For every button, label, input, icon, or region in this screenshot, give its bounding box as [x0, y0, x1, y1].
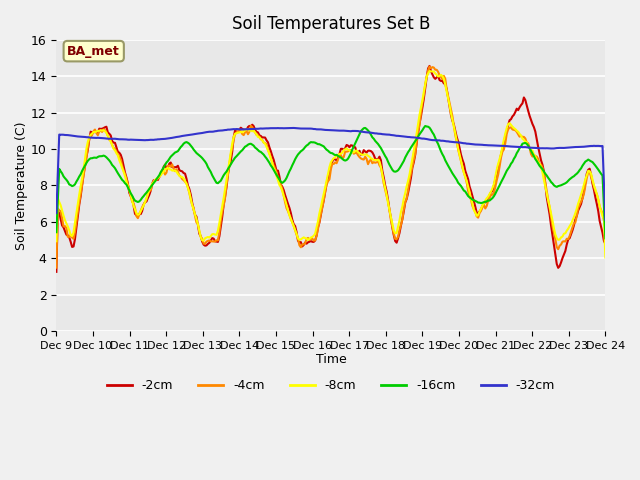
Title: Soil Temperatures Set B: Soil Temperatures Set B [232, 15, 430, 33]
X-axis label: Time: Time [316, 353, 346, 366]
Legend: -2cm, -4cm, -8cm, -16cm, -32cm: -2cm, -4cm, -8cm, -16cm, -32cm [102, 374, 560, 397]
Y-axis label: Soil Temperature (C): Soil Temperature (C) [15, 121, 28, 250]
Text: BA_met: BA_met [67, 45, 120, 58]
